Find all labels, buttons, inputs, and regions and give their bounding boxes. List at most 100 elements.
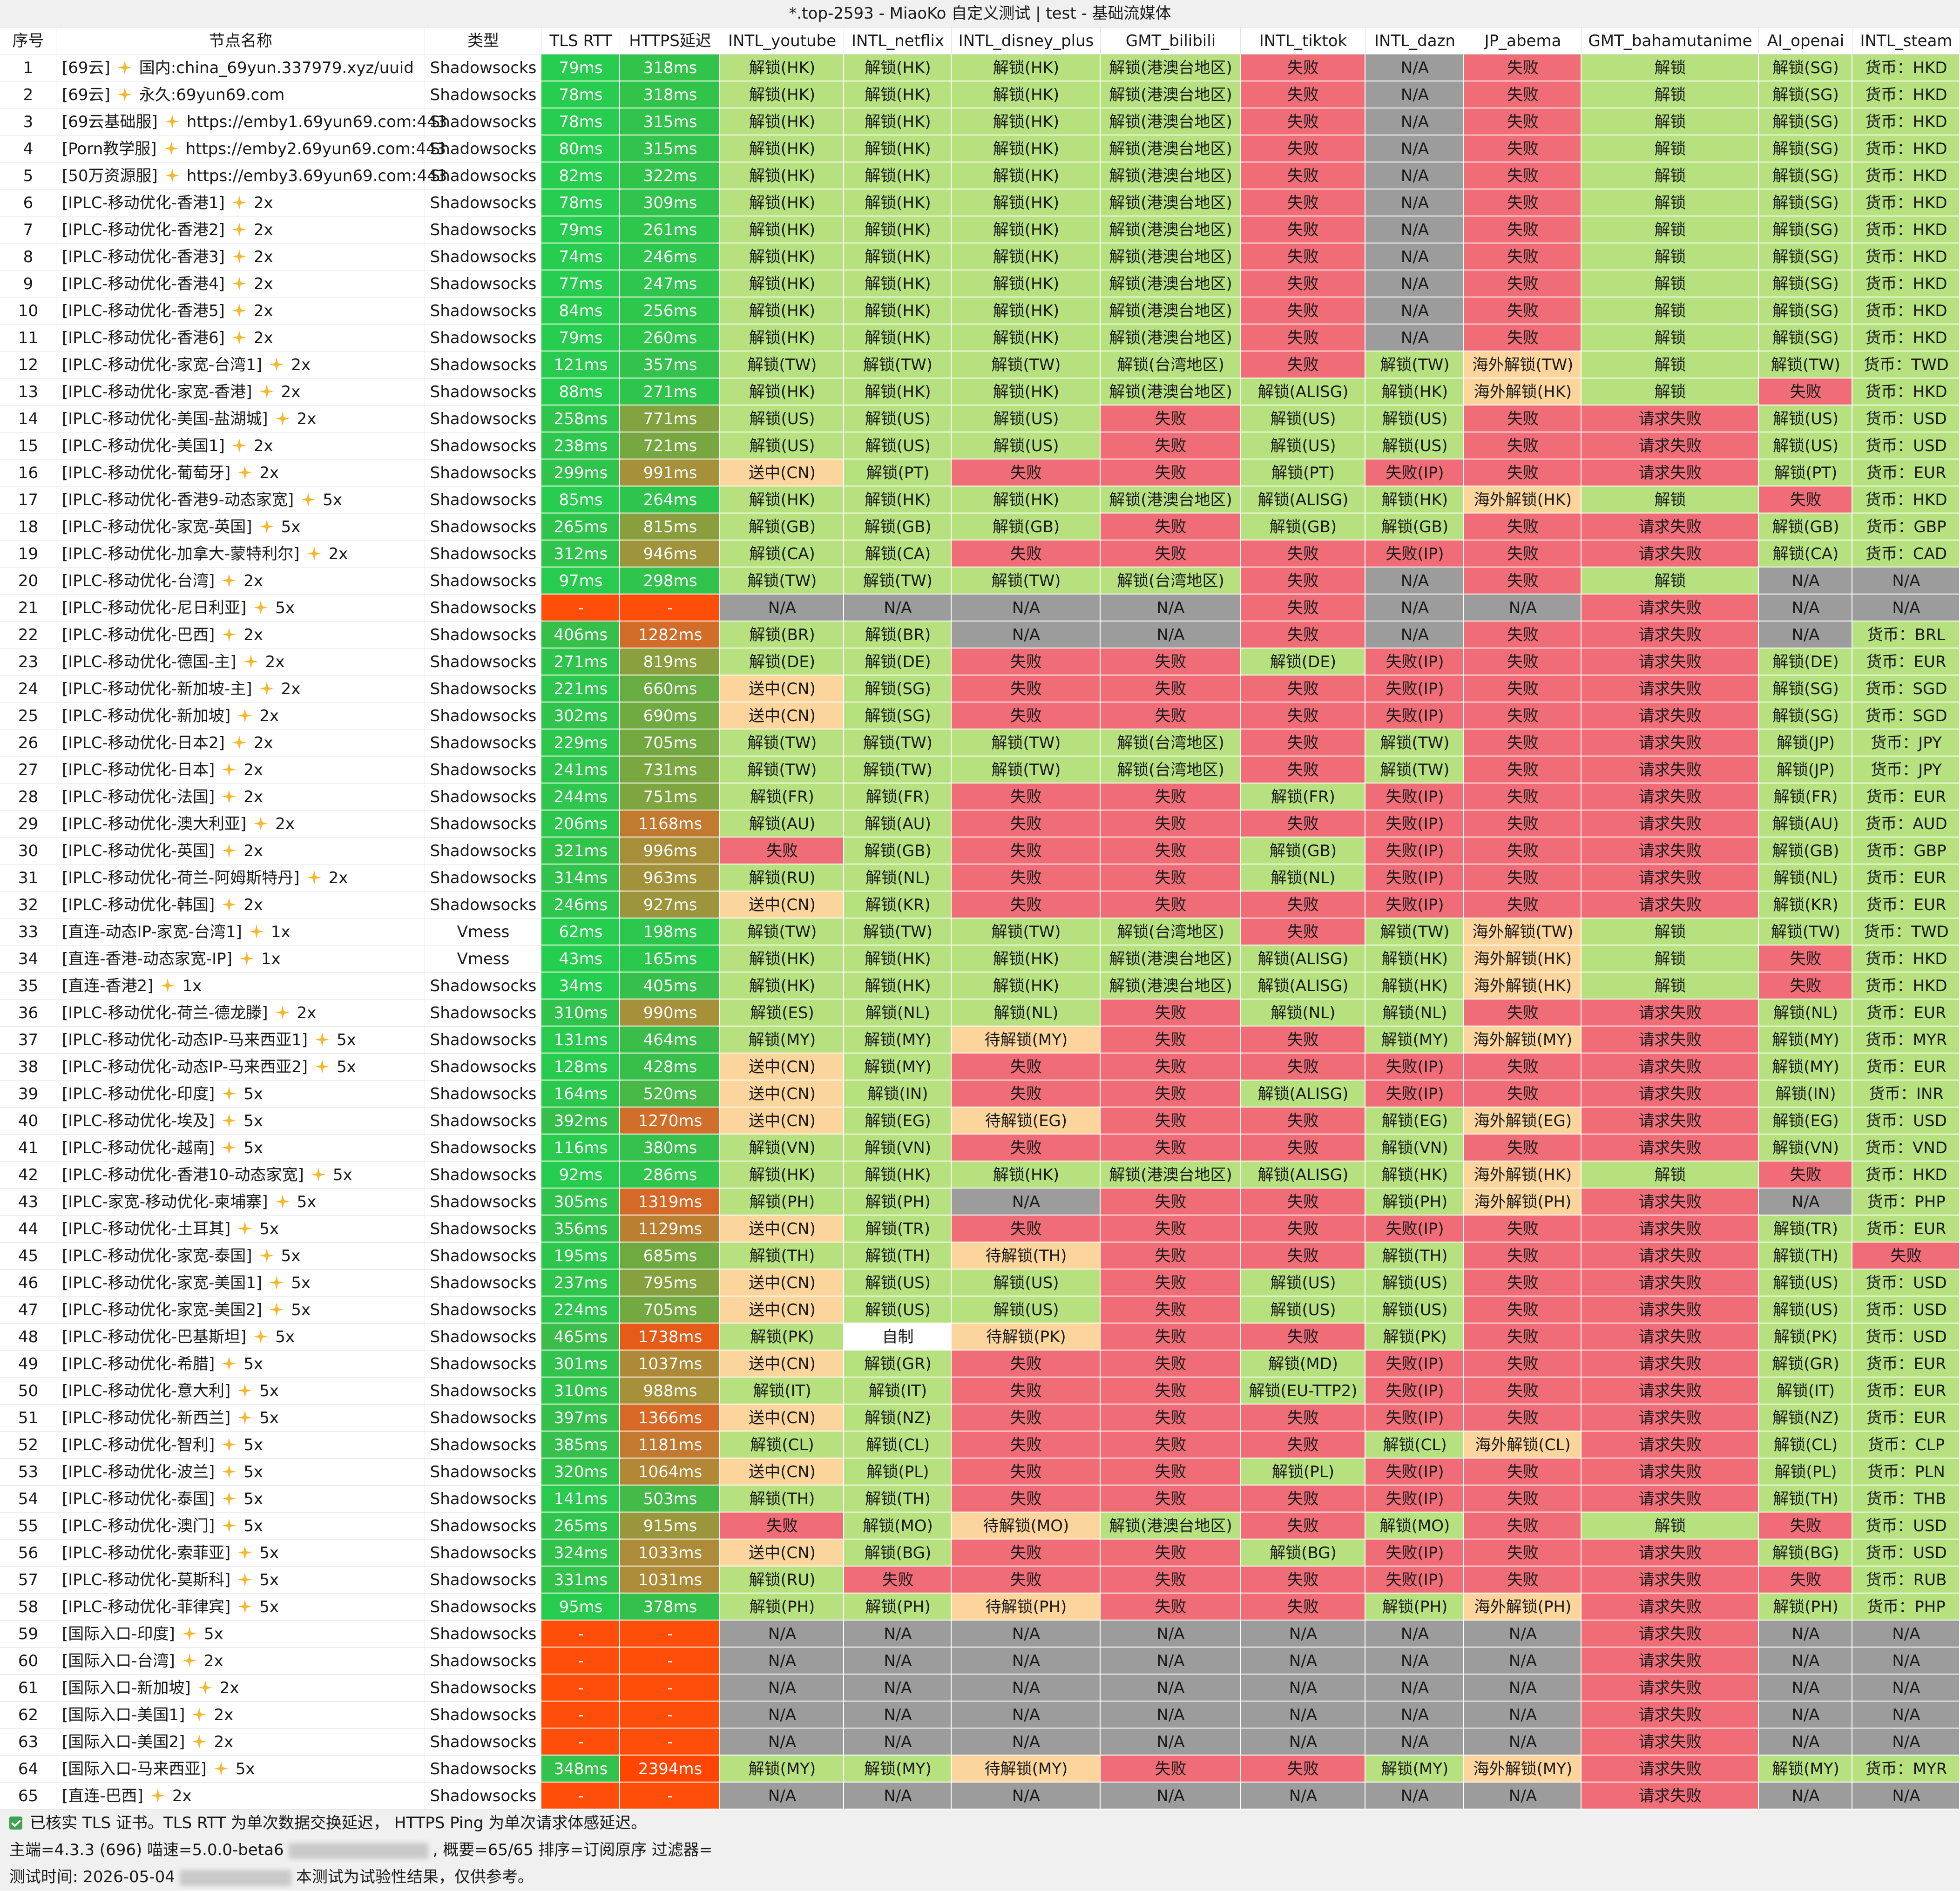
node-suffix: 2x bbox=[172, 1787, 192, 1805]
status-cell: 失败 bbox=[1101, 837, 1241, 864]
status-cell: 失败 bbox=[952, 1216, 1101, 1243]
status-cell: 失败 bbox=[1464, 540, 1582, 567]
status-cell: 失败 bbox=[1464, 270, 1582, 297]
sparkle-icon bbox=[222, 1519, 237, 1533]
status-cell: N/A bbox=[1464, 594, 1582, 621]
status-cell: 失败 bbox=[952, 1567, 1101, 1594]
status-cell: 失败(IP) bbox=[1365, 1378, 1464, 1405]
status-cell: 解锁(MY) bbox=[1759, 1054, 1852, 1081]
status-cell: 失败 bbox=[1101, 675, 1241, 702]
node-name: [直连-动态IP-家宽-台湾1] 1x bbox=[56, 918, 425, 946]
status-cell: 解锁(台湾地区) bbox=[1101, 351, 1241, 378]
node-label: [IPLC-移动优化-家宽-美国1] bbox=[62, 1274, 263, 1292]
status-cell: 解锁(DE) bbox=[1759, 648, 1852, 675]
row-index: 2 bbox=[0, 81, 56, 108]
status-cell: 货币：BRL bbox=[1852, 621, 1960, 648]
node-suffix: https://emby1.69yun69.com:443 bbox=[186, 113, 447, 131]
status-cell: 解锁(US) bbox=[1365, 1297, 1464, 1324]
sparkle-icon bbox=[275, 1006, 290, 1020]
status-cell: 货币：EUR bbox=[1852, 1351, 1960, 1378]
status-cell: 货币：INR bbox=[1852, 1081, 1960, 1108]
node-suffix: 2x bbox=[281, 680, 301, 698]
node-label: [50万资源服] bbox=[62, 167, 158, 185]
status-cell: N/A bbox=[1365, 54, 1464, 81]
node-name: [IPLC-移动优化-菲律宾] 5x bbox=[56, 1594, 425, 1621]
status-cell: N/A bbox=[844, 594, 952, 621]
status-cell: 失败 bbox=[1241, 1405, 1365, 1432]
node-type: Shadowsocks bbox=[425, 783, 541, 810]
status-cell: 解锁(TH) bbox=[1759, 1243, 1852, 1270]
latency-cell: - bbox=[541, 1729, 620, 1756]
status-cell: 待解锁(MY) bbox=[952, 1756, 1101, 1783]
footer: 已核实 TLS 证书。TLS RTT 为单次数据交换延迟， HTTPS Ping… bbox=[0, 1810, 1960, 1891]
status-cell: 解锁(ALISG) bbox=[1241, 486, 1365, 513]
status-cell: 货币：JPY bbox=[1852, 756, 1960, 783]
status-cell: 解锁(KR) bbox=[1759, 891, 1852, 918]
latency-cell: 1031ms bbox=[620, 1567, 720, 1594]
node-label: [IPLC-移动优化-日本] bbox=[62, 761, 215, 779]
status-cell: 解锁 bbox=[1582, 54, 1759, 81]
status-cell: 解锁(GB) bbox=[1365, 513, 1464, 540]
status-cell: N/A bbox=[1852, 1648, 1960, 1675]
node-suffix: 5x bbox=[243, 1436, 264, 1454]
latency-cell: 1033ms bbox=[620, 1540, 720, 1567]
latency-cell: 815ms bbox=[620, 513, 720, 540]
status-cell: 失败 bbox=[1241, 270, 1365, 297]
node-label: [IPLC-移动优化-家宽-香港] bbox=[62, 383, 252, 401]
status-cell: 失败 bbox=[1464, 81, 1582, 108]
latency-cell: 206ms bbox=[541, 810, 620, 837]
status-cell: 失败 bbox=[1101, 1108, 1241, 1135]
status-cell: 失败 bbox=[1759, 378, 1852, 405]
status-cell: 请求失败 bbox=[1582, 1432, 1759, 1459]
node-label: [IPLC-移动优化-家宽-美国2] bbox=[62, 1301, 263, 1319]
node-suffix: 2x bbox=[253, 302, 273, 320]
node-type: Shadowsocks bbox=[425, 540, 541, 567]
status-cell: 解锁(港澳台地区) bbox=[1101, 1513, 1241, 1540]
status-cell: 解锁(BR) bbox=[844, 621, 952, 648]
status-cell: 解锁(SG) bbox=[1759, 675, 1852, 702]
node-suffix: 5x bbox=[259, 1598, 279, 1616]
status-cell: 失败 bbox=[1241, 1027, 1365, 1054]
node-label: [IPLC-移动优化-莫斯科] bbox=[62, 1571, 231, 1589]
status-cell: 失败 bbox=[952, 783, 1101, 810]
status-cell: 解锁(GR) bbox=[844, 1351, 952, 1378]
node-type: Shadowsocks bbox=[425, 1756, 541, 1783]
node-label: [69云] bbox=[62, 59, 110, 77]
sparkle-icon bbox=[161, 979, 175, 993]
status-cell: 解锁(RU) bbox=[720, 1567, 844, 1594]
latency-cell: 385ms bbox=[541, 1432, 620, 1459]
status-cell: 解锁(HK) bbox=[720, 216, 844, 243]
status-cell: 解锁(TW) bbox=[1365, 351, 1464, 378]
sparkle-icon bbox=[222, 628, 237, 642]
status-cell: 解锁(港澳台地区) bbox=[1101, 297, 1241, 324]
row-index: 20 bbox=[0, 567, 56, 594]
status-cell: 解锁(US) bbox=[844, 1297, 952, 1324]
status-cell: 送中(CN) bbox=[720, 1405, 844, 1432]
status-cell: 解锁(US) bbox=[1365, 405, 1464, 432]
status-cell: 解锁(HK) bbox=[844, 378, 952, 405]
status-cell: 解锁(AU) bbox=[1759, 810, 1852, 837]
status-cell: N/A bbox=[1759, 621, 1852, 648]
latency-cell: 705ms bbox=[620, 1297, 720, 1324]
status-cell: 解锁(US) bbox=[720, 405, 844, 432]
status-cell: 请求失败 bbox=[1582, 1702, 1759, 1729]
row-index: 27 bbox=[0, 756, 56, 783]
column-header: TLS RTT bbox=[541, 27, 620, 54]
status-cell: 解锁(HK) bbox=[952, 54, 1101, 81]
node-suffix: https://emby2.69yun69.com:443 bbox=[185, 140, 446, 158]
node-label: [IPLC-移动优化-新西兰] bbox=[62, 1409, 231, 1427]
status-cell: N/A bbox=[1365, 621, 1464, 648]
latency-cell: 265ms bbox=[541, 1513, 620, 1540]
node-label: [IPLC-移动优化-台湾] bbox=[62, 572, 215, 590]
status-cell: 请求失败 bbox=[1582, 540, 1759, 567]
node-type: Shadowsocks bbox=[425, 1081, 541, 1108]
status-cell: 失败 bbox=[952, 459, 1101, 486]
status-cell: 请求失败 bbox=[1582, 1081, 1759, 1108]
node-label: [IPLC-移动优化-香港10-动态家宽] bbox=[62, 1166, 304, 1184]
status-cell: 解锁(HK) bbox=[844, 162, 952, 189]
column-header: INTL_steam bbox=[1852, 27, 1960, 54]
status-cell: N/A bbox=[720, 1702, 844, 1729]
status-cell: 失败 bbox=[1464, 675, 1582, 702]
status-cell: 失败 bbox=[1464, 648, 1582, 675]
status-cell: 解锁(TW) bbox=[844, 567, 952, 594]
